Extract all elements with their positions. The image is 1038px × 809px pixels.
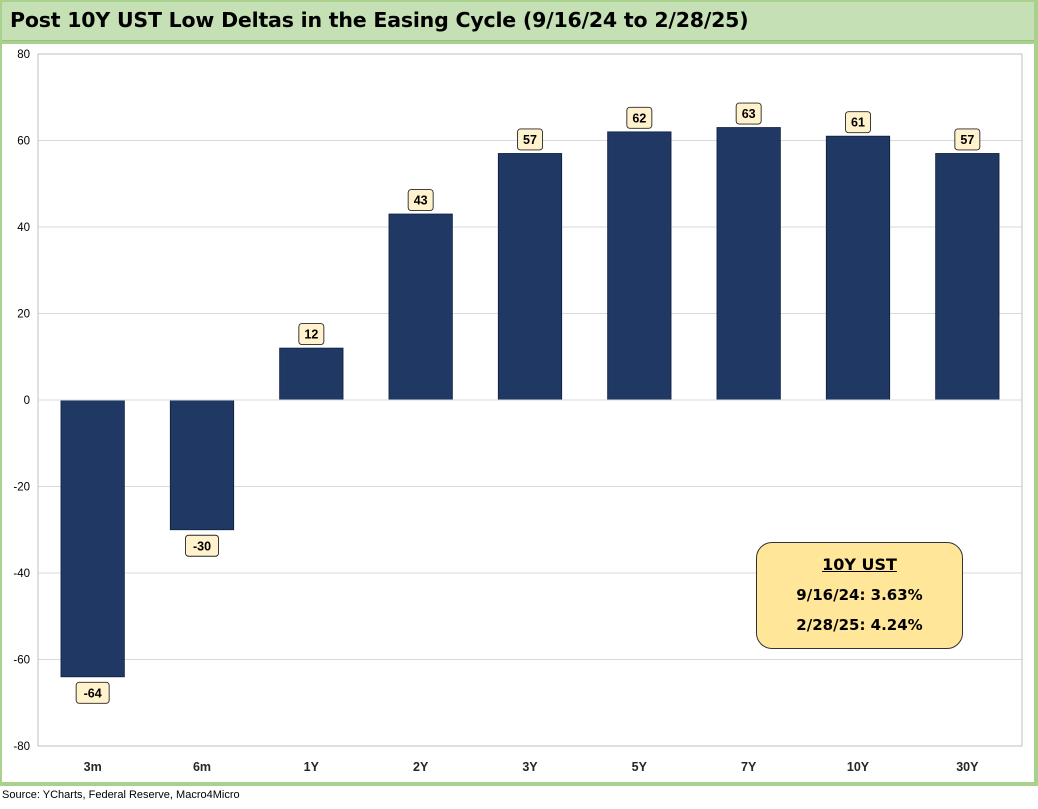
ust-callout-box: 10Y UST 9/16/24: 3.63% 2/28/25: 4.24% [756,542,963,649]
x-tick-label: 30Y [956,760,979,774]
x-tick-label: 3Y [522,760,538,774]
bar-6m [169,399,235,531]
y-tick-label: -60 [13,655,30,667]
data-label-box [845,111,871,134]
source-note: Source: YCharts, Federal Reserve, Macro4… [2,789,240,801]
callout-line-end: 2/28/25: 4.24% [796,616,923,634]
y-tick-label: 60 [17,136,30,148]
bar-3Y [497,153,563,401]
y-tick-label: -20 [13,482,30,494]
data-label-box [626,106,653,129]
callout-title: 10Y UST [822,555,897,574]
bar-chart: -80 -60 -40 -20 0 20 40 60 80 -64 -30 12 43 57 62 63 61 5… [13,49,1023,774]
data-label: 12 [304,328,318,342]
data-label: -64 [84,686,102,700]
bar-7Y [716,127,781,401]
plot-area: -80 -60 -40 -20 0 20 40 60 80 -64 -30 12 43 57 62 63 61 5… [2,44,1034,782]
x-tick-label: 6m [193,760,211,774]
data-label: 43 [414,194,428,208]
data-label: 62 [632,111,646,125]
data-label-box [735,102,762,125]
bar-1Y [279,347,344,401]
bar-30Y [935,153,1000,401]
bar-5Y [607,131,672,401]
x-tick-label: 10Y [847,760,870,774]
chart-title: Post 10Y UST Low Deltas in the Easing Cy… [10,8,749,32]
data-label-box [954,128,981,151]
bar-10Y [825,135,891,401]
callout-line-start: 9/16/24: 3.63% [796,586,923,604]
y-tick-label: 0 [24,395,30,407]
bar-3m [60,399,125,678]
data-label-box [517,128,543,151]
data-label: 61 [851,116,865,130]
y-tick-label: -80 [13,741,30,753]
data-label-box [75,681,110,704]
data-label: 63 [742,107,756,121]
data-label: 57 [960,133,974,147]
y-tick-label: 40 [17,222,30,234]
title-bar: Post 10Y UST Low Deltas in the Easing Cy… [2,2,1034,41]
y-tick-label: 80 [17,49,30,61]
x-tick-label: 3m [84,760,102,774]
data-label-box [407,189,434,211]
x-tick-label: 7Y [741,760,757,774]
chart-frame: Post 10Y UST Low Deltas in the Easing Cy… [0,0,1038,786]
data-label: 57 [523,133,537,147]
y-tick-label: -40 [13,568,30,580]
data-label-box [185,534,219,557]
y-tick-label: 20 [17,309,30,321]
data-label: -30 [193,539,211,553]
x-tick-label: 5Y [632,760,648,774]
data-label-box [298,323,325,346]
bar-2Y [388,213,453,401]
x-tick-label: 2Y [413,760,429,774]
x-tick-label: 1Y [304,760,320,774]
